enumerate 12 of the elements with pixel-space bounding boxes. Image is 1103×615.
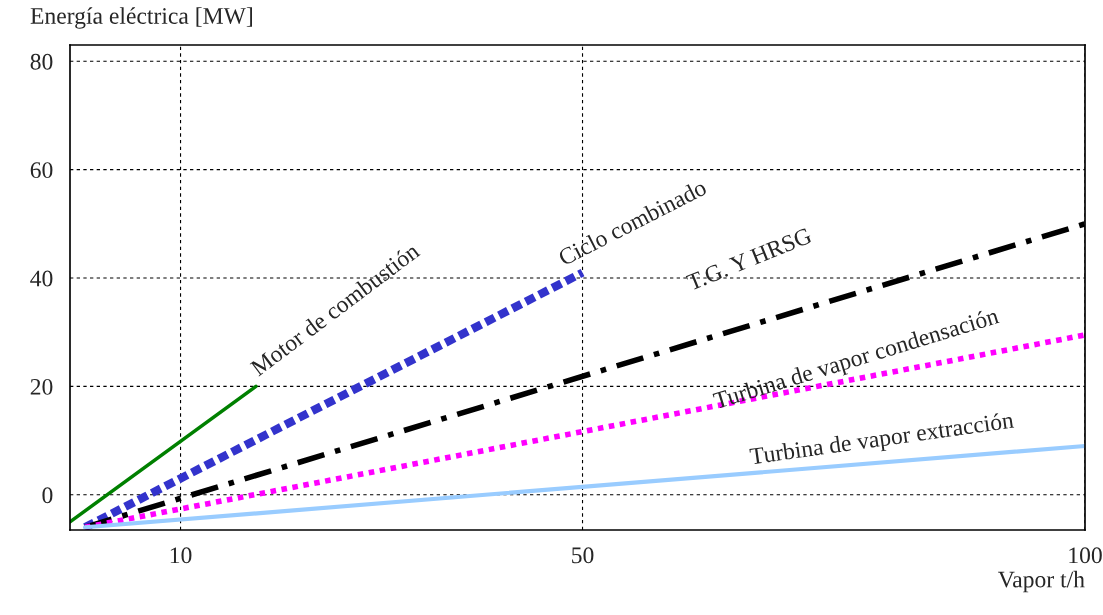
- x-tick-label: 50: [572, 547, 594, 564]
- y-tick-label: 60: [30, 162, 53, 179]
- text: Turbina de vapor extracción: [749, 411, 1015, 470]
- x-tick-label: 10: [170, 547, 192, 564]
- y-tick-label: 40: [30, 270, 53, 287]
- x-tick-label: 100: [1069, 547, 1102, 564]
- y-tick-label: 20: [30, 378, 53, 395]
- y-tick-label: 80: [30, 53, 53, 70]
- x-axis-title: Vapor t/h: [998, 570, 1085, 593]
- y-tick-label: 0: [42, 487, 53, 504]
- text: T.G. Y HRSG: [685, 227, 813, 291]
- y-axis-title: Energía eléctrica [MW]: [30, 7, 252, 29]
